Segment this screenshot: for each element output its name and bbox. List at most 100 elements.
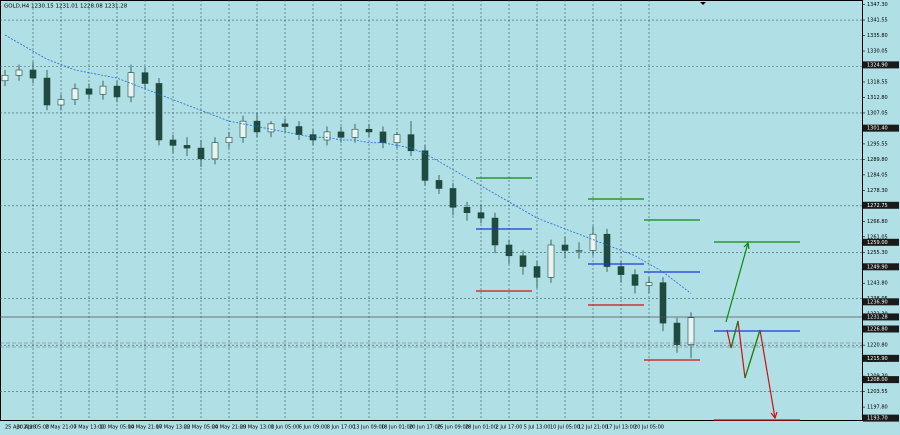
candle-body [421,150,429,181]
arrow-head [743,241,750,250]
candle-body [281,123,289,127]
candle-body [449,188,457,208]
candle-body [617,266,625,275]
candle-body [155,83,163,141]
candle-body [351,128,359,138]
x-tick-label: 12 Jul 21:00 [578,425,608,431]
candle-body [141,72,149,84]
candle-body [547,244,555,278]
x-tick-label: 17 Jul 13:00 [606,425,636,431]
y-tick-label: 1220.80 [867,343,888,349]
price-label: 1272.75 [867,203,888,209]
arrow-up [725,242,749,323]
candle-body [519,255,527,267]
x-tick-label: 22 May 05:00 [184,425,218,431]
y-tick-label: 1197.80 [867,405,888,411]
candle-body [631,274,639,286]
x-tick-label: 28 Jun 01:00 [465,425,497,431]
candle-body [435,180,443,189]
candle-body [407,134,415,152]
candle-body [603,233,611,267]
candle-body [29,69,37,79]
candle-body [589,233,597,251]
candle-body [365,128,373,133]
candle-body [169,139,177,146]
candle-body [197,147,205,160]
price-label: 1231.28 [867,314,888,320]
x-tick-label: 20 Jul 05:00 [634,425,664,431]
candle-body [491,217,499,246]
price-label: 1324.90 [867,62,888,68]
candle-body [113,85,121,98]
price-box [863,325,899,333]
plot-frame [0,0,863,421]
candle-body [1,75,9,82]
candle-body [337,131,345,138]
x-tick-label: 17 May 13:00 [156,425,190,431]
y-tick-label: 1243.80 [867,281,888,287]
price-box [863,238,899,246]
candle-body [687,317,695,345]
candle-body [575,250,583,252]
y-tick-label: 1203.55 [867,389,888,395]
arrow-path [726,320,776,419]
price-label: 1249.90 [867,264,888,270]
x-tick-label: 25 Jun 09:00 [437,425,469,431]
candle-body [127,72,135,98]
price-label: 1208.00 [867,377,888,383]
price-box [863,313,899,321]
y-tick-label: 1335.80 [867,33,888,39]
candle-body [211,142,219,160]
y-tick-label: 1284.05 [867,172,888,178]
y-tick-label: 1261.05 [867,234,888,240]
x-tick-label: 14 May 21:00 [128,425,162,431]
x-tick-label: 18 Jun 01:00 [381,425,413,431]
candle-body [295,126,303,135]
price-label: 1215.90 [867,356,888,362]
candle-body [645,282,653,286]
candle-body [183,145,191,149]
price-box [863,354,899,362]
candle-body [379,131,387,143]
y-tick-label: 1289.80 [867,157,888,163]
arrow-up [744,329,761,379]
price-box [863,298,899,306]
candle-body [15,69,23,76]
candle-body [57,99,65,106]
candle-body [85,88,93,95]
candle-body [477,212,485,219]
y-tick-label: 1318.55 [867,79,888,85]
x-tick-label: 25 Apr 2018 [5,425,36,431]
candle-body [267,123,275,133]
price-label: 1193.70 [867,416,888,422]
x-tick-label: 8 Jun 17:00 [327,425,356,431]
y-tick-label: 1278.30 [867,188,888,194]
candle-body [225,137,233,143]
candle-body [71,88,79,100]
x-tick-label: 2 May 21:00 [45,425,76,431]
price-label: 1236.90 [867,299,888,305]
x-tick-label: 7 May 13:00 [73,425,104,431]
y-tick-label: 1255.30 [867,250,888,256]
x-tick-label: 29 May 13:00 [240,425,274,431]
y-tick-label: 1330.05 [867,49,888,55]
price-label: 1259.00 [867,240,888,246]
arrow-up [730,320,739,349]
price-box [863,414,899,422]
price-box [863,376,899,384]
y-tick-label: 1341.55 [867,18,888,24]
candle-body [673,322,681,345]
y-tick-label: 1307.05 [867,110,888,116]
candle-body [239,120,247,138]
x-tick-label: 24 May 21:00 [212,425,246,431]
x-tick-label: 5 Jul 13:00 [524,425,551,431]
candle-body [43,77,51,106]
moving-average [4,34,692,294]
candle-body [99,85,107,95]
candle-body [659,282,667,324]
price-box [863,201,899,209]
y-tick-label: 1295.55 [867,141,888,147]
